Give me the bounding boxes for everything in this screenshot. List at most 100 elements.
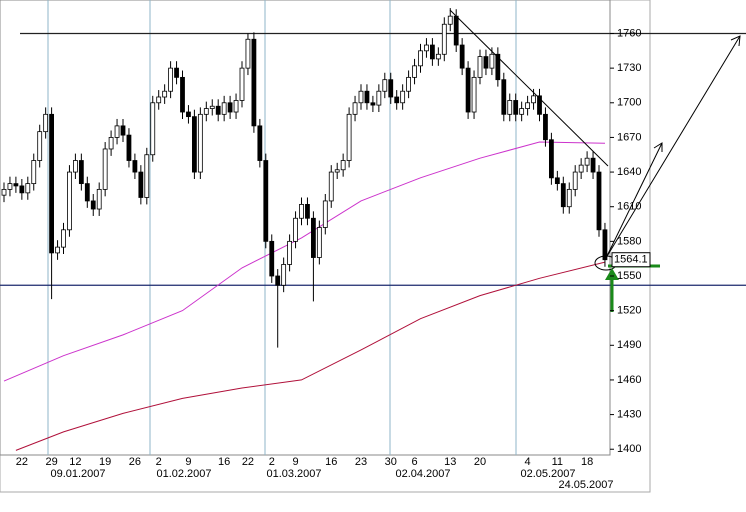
candle-body xyxy=(13,183,19,187)
candle-body xyxy=(102,148,108,190)
candle-body xyxy=(435,53,441,60)
period-label: 01.03.2007 xyxy=(266,468,321,480)
candle-body xyxy=(406,76,412,92)
y-tick-label: 1730 xyxy=(617,62,641,74)
candle-body xyxy=(340,160,346,171)
candle-body xyxy=(61,229,66,248)
period-label: 24.05.2007 xyxy=(558,479,613,491)
candle-body xyxy=(316,227,322,258)
candle-body xyxy=(358,90,364,104)
candle-body xyxy=(120,125,126,136)
candle-body xyxy=(572,171,578,190)
candle-body xyxy=(114,125,120,138)
candle-body xyxy=(251,38,257,127)
x-tick-label: 9 xyxy=(185,456,191,468)
arrow-head xyxy=(730,35,741,47)
candle-body xyxy=(352,102,358,115)
candle-body xyxy=(197,113,203,173)
candle-body xyxy=(566,188,572,208)
x-tick-label: 22 xyxy=(16,456,28,468)
period-label: 02.04.2007 xyxy=(395,468,450,480)
candle-body xyxy=(293,217,298,242)
candle-body xyxy=(263,160,269,242)
trend-line xyxy=(449,9,609,167)
average-line xyxy=(3,141,606,382)
candle-body xyxy=(584,157,590,166)
y-tick-label: 1520 xyxy=(617,305,641,317)
candle-body xyxy=(549,139,554,179)
candle-body xyxy=(287,240,293,265)
candle-body xyxy=(334,169,340,173)
candle-body xyxy=(394,96,400,104)
candle-body xyxy=(507,100,513,115)
x-tick-label: 13 xyxy=(444,456,456,468)
x-tick-label: 22 xyxy=(242,456,254,468)
period-label: 09.01.2007 xyxy=(50,468,105,480)
candle-body xyxy=(590,157,596,173)
candle-body xyxy=(477,56,483,78)
arrow xyxy=(605,35,741,259)
candle-body xyxy=(90,200,96,210)
candle-body xyxy=(275,275,281,286)
candle-body xyxy=(245,38,251,69)
candle-body xyxy=(281,264,287,286)
candle-body xyxy=(84,183,90,202)
y-tick-label: 1430 xyxy=(617,408,641,420)
candle-body xyxy=(299,204,304,219)
x-tick-label: 12 xyxy=(69,456,81,468)
candle-body xyxy=(37,131,43,161)
candle-body xyxy=(150,102,156,156)
candle-body xyxy=(186,111,191,118)
candle-body xyxy=(239,67,245,101)
candle-body xyxy=(67,171,72,231)
period-label: 02.05.2007 xyxy=(520,468,575,480)
candle-body xyxy=(55,246,60,254)
candle-body xyxy=(191,116,197,173)
candle-body xyxy=(25,183,31,194)
candle-body xyxy=(578,164,584,173)
candle-body xyxy=(560,183,566,208)
x-tick-label: 2 xyxy=(269,456,275,468)
x-tick-label: 6 xyxy=(411,456,417,468)
y-tick-label: 1640 xyxy=(617,166,641,178)
y-tick-label: 1460 xyxy=(617,374,641,386)
plot-area xyxy=(0,0,611,456)
x-tick-label: 18 xyxy=(581,456,593,468)
candle-body xyxy=(126,134,132,161)
candle-body xyxy=(73,160,78,173)
candle-body xyxy=(453,15,459,46)
x-tick-label: 29 xyxy=(45,456,57,468)
candle-body xyxy=(459,44,465,69)
y-tick-label: 1760 xyxy=(617,27,641,39)
average-line xyxy=(15,261,606,451)
candle-body xyxy=(174,67,179,78)
period-label: 01.02.2007 xyxy=(156,468,211,480)
x-tick-label: 30 xyxy=(385,456,397,468)
x-tick-label: 9 xyxy=(292,456,298,468)
last-value-box xyxy=(611,252,651,268)
candle-body xyxy=(382,79,388,92)
candle-body xyxy=(227,102,233,113)
candle-body xyxy=(156,96,162,104)
arrow xyxy=(605,142,663,259)
candle-body xyxy=(513,100,519,115)
candle-body xyxy=(501,79,507,115)
candle-body xyxy=(96,188,102,210)
x-tick-label: 26 xyxy=(129,456,141,468)
y-tick-label: 1670 xyxy=(617,131,641,143)
candle-body xyxy=(49,113,54,254)
candle-body xyxy=(108,137,114,150)
candle-body xyxy=(1,188,7,196)
last-value-label: 1564.1 xyxy=(614,254,648,266)
candle-body xyxy=(495,53,501,81)
candle-body xyxy=(310,217,316,258)
candle-body xyxy=(257,125,263,161)
candle-body xyxy=(305,204,310,219)
candle-body xyxy=(447,15,453,25)
candle-body xyxy=(418,50,423,67)
candle-body xyxy=(471,76,477,113)
candle-body xyxy=(162,90,168,98)
candle-body xyxy=(400,90,406,104)
candle-body xyxy=(19,185,25,194)
